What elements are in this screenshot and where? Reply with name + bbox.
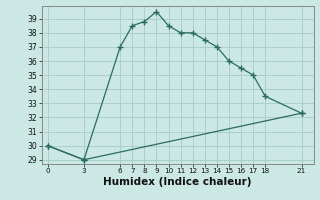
X-axis label: Humidex (Indice chaleur): Humidex (Indice chaleur) xyxy=(103,177,252,187)
